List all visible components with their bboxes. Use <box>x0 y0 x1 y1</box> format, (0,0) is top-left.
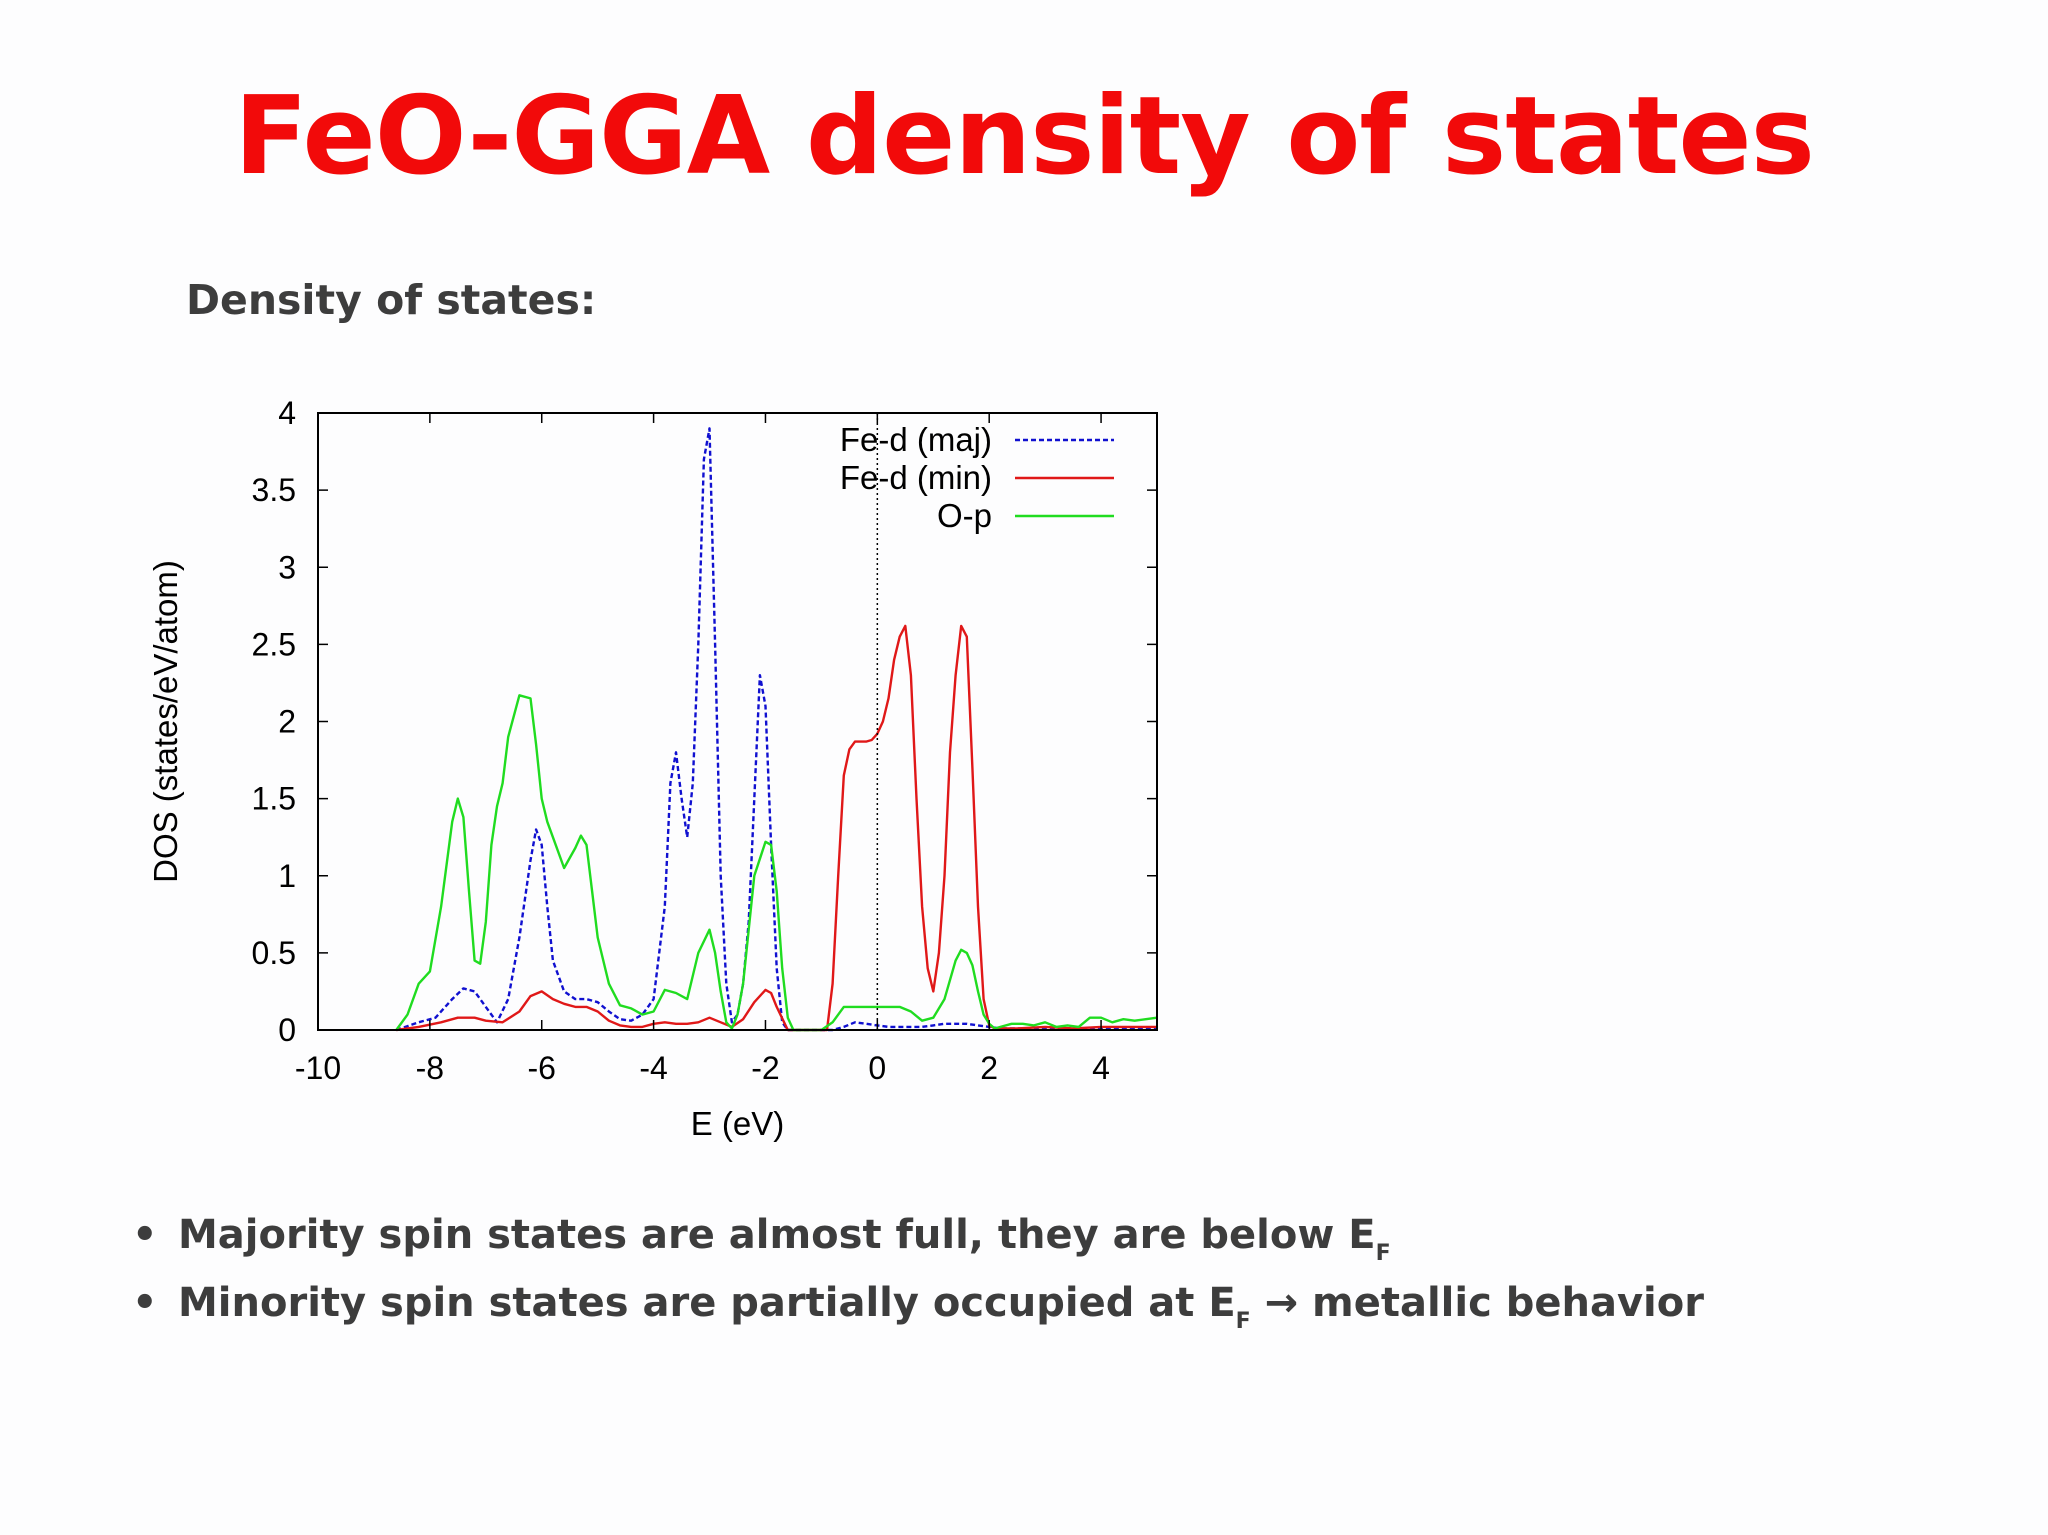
bullet-dot: • <box>132 1212 158 1258</box>
y-tick-label: 3 <box>278 549 296 585</box>
legend-label: Fe-d (min) <box>840 459 992 496</box>
bullet-item: • Majority spin states are almost full, t… <box>132 1205 1704 1273</box>
y-tick-label: 2 <box>278 704 296 740</box>
bullet-subscript: F <box>1375 1241 1391 1266</box>
x-tick-label: 2 <box>980 1050 998 1086</box>
x-tick-label: -2 <box>751 1050 779 1086</box>
bullet-text: Minority spin states are partially occup… <box>178 1280 1236 1326</box>
x-tick-label: 4 <box>1092 1050 1110 1086</box>
legend-label: Fe-d (maj) <box>840 421 992 458</box>
slide-title: FeO-GGA density of states <box>234 74 1815 199</box>
y-tick-label: 2.5 <box>252 626 296 662</box>
y-tick-label: 0 <box>278 1012 296 1048</box>
x-tick-label: 0 <box>868 1050 886 1086</box>
x-tick-label: -6 <box>528 1050 556 1086</box>
legend-label: O-p <box>937 497 992 534</box>
x-tick-label: -4 <box>639 1050 667 1086</box>
bullet-list: • Majority spin states are almost full, t… <box>132 1205 1704 1341</box>
y-tick-label: 1 <box>278 858 296 894</box>
bullet-dot: • <box>132 1280 158 1326</box>
y-tick-label: 0.5 <box>252 935 296 971</box>
ticks-layer: -10 -8 -6 -4 -2 0 2 4 0 0.5 1 1.5 2 2.5 3 3.5 4 <box>252 395 1157 1086</box>
bullet-suffix: → metallic behavior <box>1250 1280 1704 1326</box>
y-axis-label: DOS (states/eV/atom) <box>147 560 184 883</box>
section-subtitle: Density of states: <box>186 276 597 324</box>
series-line-2 <box>395 694 1158 1032</box>
y-tick-label: 1.5 <box>252 781 296 817</box>
x-axis-label: E (eV) <box>691 1105 785 1142</box>
x-tick-label: -8 <box>416 1050 444 1086</box>
x-tick-label: -10 <box>295 1050 341 1086</box>
bullet-subscript: F <box>1235 1309 1251 1334</box>
plot-frame <box>317 412 1158 1031</box>
y-tick-label: 4 <box>278 395 296 431</box>
bullet-text: Majority spin states are almost full, th… <box>178 1212 1376 1258</box>
bullet-item: • Minority spin states are partially occu… <box>132 1273 1704 1341</box>
chart-legend: Fe-d (maj)Fe-d (min)O-p <box>840 421 1114 534</box>
y-tick-label: 3.5 <box>252 472 296 508</box>
series-line-0 <box>395 427 1157 1032</box>
series-layer <box>395 427 1158 1032</box>
